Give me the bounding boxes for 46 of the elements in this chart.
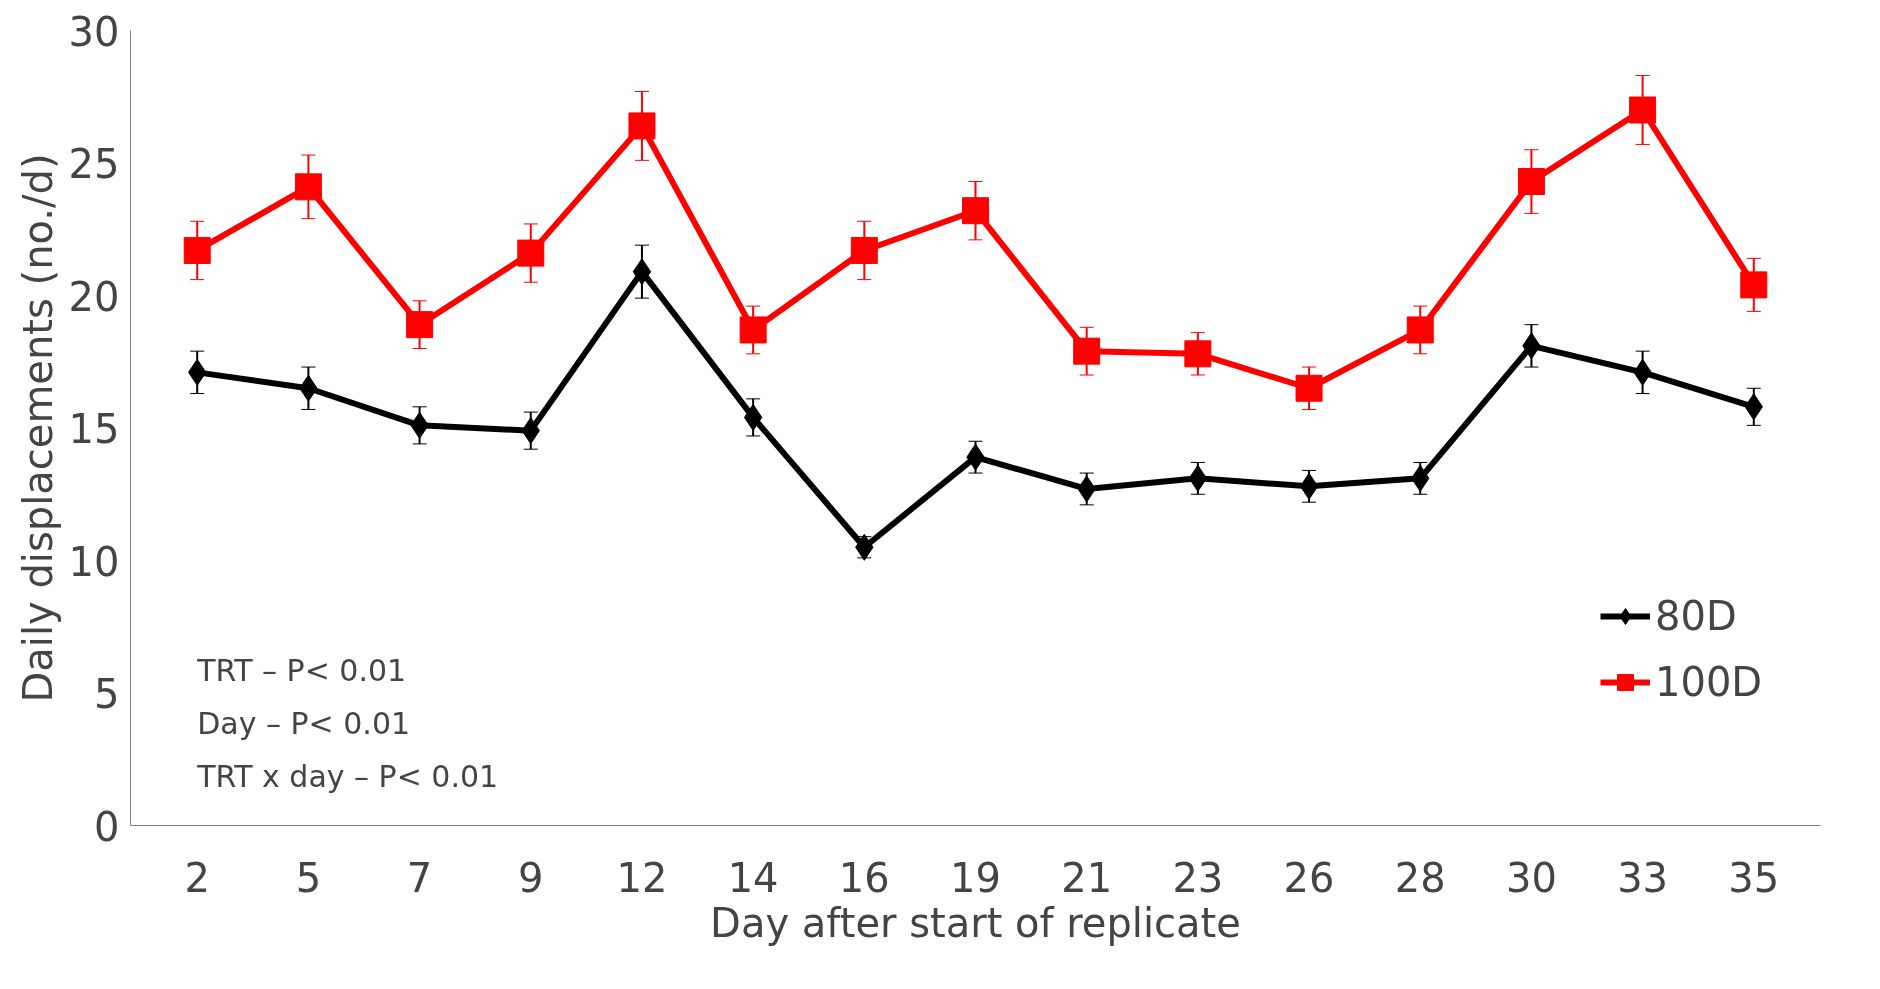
y-tick-label: 10 bbox=[68, 538, 120, 585]
x-tick-label: 26 bbox=[1283, 854, 1335, 901]
point bbox=[1295, 374, 1323, 402]
point bbox=[406, 311, 434, 339]
point bbox=[1740, 271, 1768, 299]
x-tick-label: 21 bbox=[1061, 854, 1113, 901]
point bbox=[850, 236, 878, 264]
y-axis-title: Daily displacements (no./d) bbox=[14, 153, 61, 703]
x-tick-label: 9 bbox=[518, 854, 544, 901]
point bbox=[183, 236, 211, 264]
x-tick-label: 28 bbox=[1394, 854, 1446, 901]
annotation: TRT x day – P< 0.01 bbox=[196, 758, 499, 794]
x-tick-label: 33 bbox=[1617, 854, 1669, 901]
legend-label: 80D bbox=[1655, 593, 1737, 639]
annotation: TRT – P< 0.01 bbox=[196, 652, 407, 688]
x-axis-title: Day after start of replicate bbox=[710, 899, 1241, 946]
y-tick-label: 5 bbox=[94, 671, 120, 717]
y-tick-label: 20 bbox=[68, 273, 120, 320]
y-tick-label: 30 bbox=[68, 8, 120, 55]
point bbox=[743, 403, 763, 431]
point bbox=[962, 197, 989, 225]
x-tick-label: 35 bbox=[1728, 854, 1780, 901]
point bbox=[1406, 316, 1434, 344]
point bbox=[1517, 168, 1545, 196]
x-tick-label: 5 bbox=[295, 854, 322, 901]
point bbox=[294, 173, 322, 201]
x-tick-label: 14 bbox=[727, 854, 779, 901]
annotation: Day – P< 0.01 bbox=[197, 705, 411, 741]
point bbox=[632, 258, 652, 286]
x-tick-label: 2 bbox=[184, 854, 210, 901]
x-tick-label: 19 bbox=[950, 854, 1001, 901]
point bbox=[739, 316, 767, 344]
y-tick-label: 0 bbox=[94, 803, 120, 850]
y-tick-label: 25 bbox=[68, 141, 120, 187]
x-tick-label: 16 bbox=[838, 854, 890, 901]
point bbox=[517, 239, 545, 267]
x-tick-label: 7 bbox=[406, 854, 433, 901]
point bbox=[1073, 337, 1101, 365]
point bbox=[1629, 96, 1657, 124]
x-tick-label: 12 bbox=[616, 854, 668, 901]
y-tick-label: 15 bbox=[68, 406, 120, 452]
x-tick-label: 23 bbox=[1172, 854, 1224, 901]
point bbox=[1184, 340, 1212, 368]
legend-label: 100D bbox=[1655, 659, 1763, 705]
point bbox=[628, 112, 656, 140]
x-tick-label: 30 bbox=[1505, 854, 1557, 901]
